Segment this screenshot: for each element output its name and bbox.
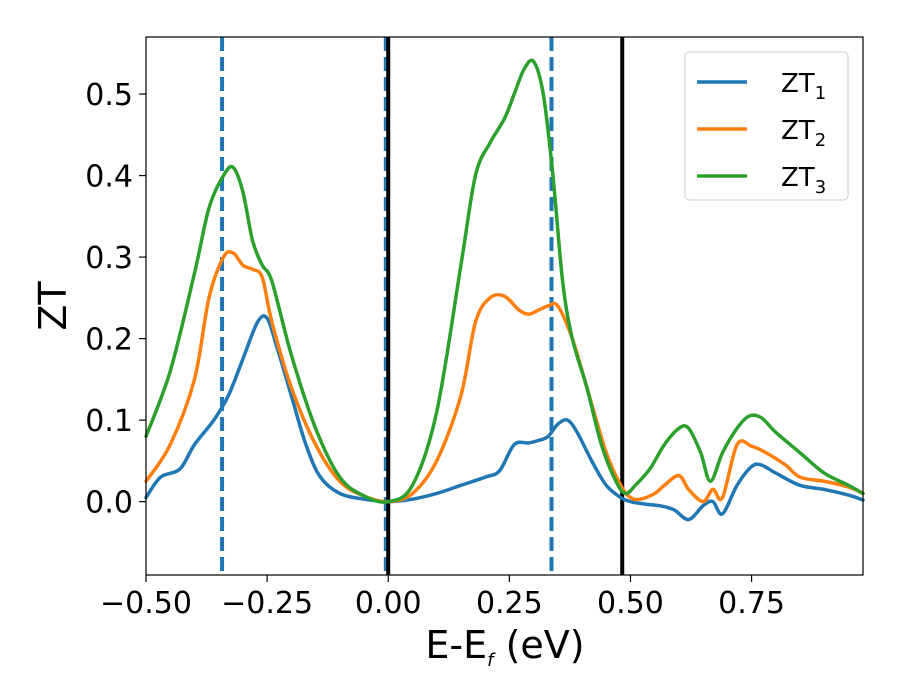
x-axis: −0.50 −0.25 0.00 0.25 0.50 0.75 <box>100 575 785 621</box>
y-tick-label: 0.0 <box>85 486 133 521</box>
legend-label-zt2: ZT2 <box>781 116 826 151</box>
x-tick-label: 0.25 <box>476 586 543 621</box>
x-tick-label: 0.00 <box>355 586 422 621</box>
x-tick-label: 0.75 <box>718 586 785 621</box>
series-line-zt2 <box>144 249 865 504</box>
x-tick-label: −0.50 <box>100 586 192 621</box>
series-line-zt3 <box>144 58 865 504</box>
legend: ZT1 ZT2 ZT3 <box>684 51 849 201</box>
y-tick-label: 0.5 <box>85 78 133 113</box>
y-tick-label: 0.3 <box>85 241 133 276</box>
legend-label-zt3: ZT3 <box>781 163 826 198</box>
reference-lines <box>220 37 625 575</box>
y-axis-label: ZT <box>31 281 75 331</box>
legend-label-zt1: ZT1 <box>781 69 826 104</box>
plot-frame <box>145 36 864 576</box>
legend-box <box>684 51 849 201</box>
y-tick-label: 0.1 <box>85 404 133 439</box>
series-line-zt1 <box>144 314 865 522</box>
x-tick-label: −0.25 <box>221 586 313 621</box>
series-lines <box>144 58 865 522</box>
x-axis-label: E-Ef (eV) <box>425 623 584 671</box>
x-tick-label: 0.50 <box>597 586 664 621</box>
y-axis: 0.0 0.1 0.2 0.3 0.4 0.5 <box>85 78 146 521</box>
y-tick-label: 0.4 <box>85 160 133 195</box>
y-tick-label: 0.2 <box>85 323 133 358</box>
